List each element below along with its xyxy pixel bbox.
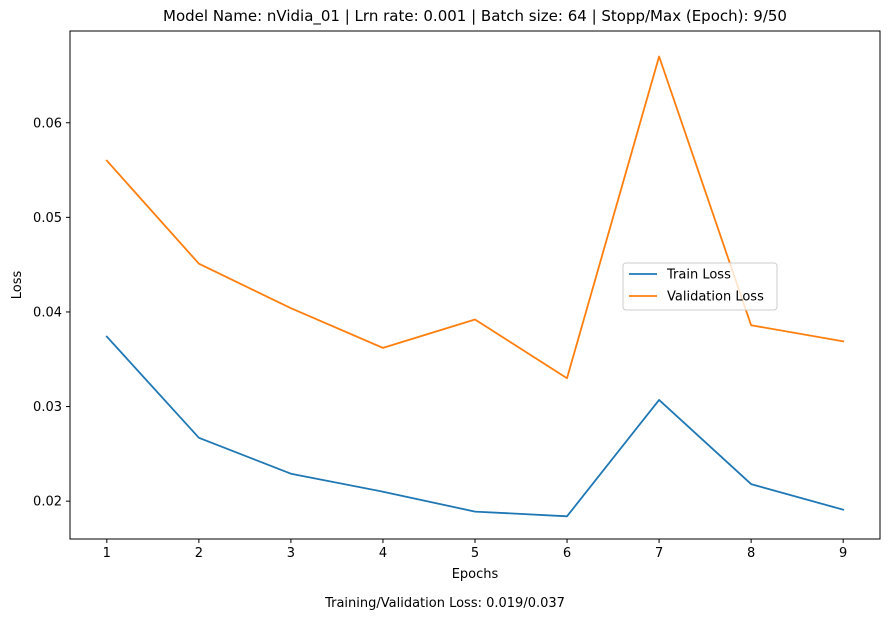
x-axis-label: Epochs [452, 567, 499, 582]
series-line-validation-loss [105, 55, 845, 380]
x-tick-label: 7 [655, 546, 663, 561]
x-tick-label: 5 [471, 546, 479, 561]
x-tick-label: 4 [379, 546, 387, 561]
y-tick-label: 0.03 [33, 400, 62, 415]
legend-box [622, 262, 778, 311]
legend-label: Train Loss [666, 268, 731, 283]
legend-label: Validation Loss [667, 290, 764, 305]
legend: Train Loss Validation Loss [622, 262, 778, 311]
x-tick-label: 6 [563, 546, 571, 561]
x-tick-label: 3 [287, 546, 295, 561]
y-tick-label: 0.02 [33, 495, 62, 510]
y-tick-label: 0.05 [33, 211, 62, 226]
x-tick-label: 9 [839, 546, 847, 561]
chart-title: Model Name: nVidia_01 | Lrn rate: 0.001 … [163, 7, 787, 26]
x-tick-label: 2 [195, 546, 203, 561]
footer-summary: Training/Validation Loss: 0.019/0.037 [324, 596, 565, 611]
x-axis: 1 2 3 4 5 6 7 8 9 [103, 539, 847, 561]
x-tick-label: 8 [747, 546, 755, 561]
series-line-train-loss [105, 335, 845, 518]
y-tick-label: 0.06 [33, 116, 62, 131]
x-tick-label: 1 [103, 546, 111, 561]
y-tick-label: 0.04 [33, 305, 62, 320]
y-axis: 0.02 0.03 0.04 0.05 0.06 [33, 116, 70, 510]
y-axis-label: Loss [10, 271, 25, 300]
series-layer [105, 55, 845, 518]
